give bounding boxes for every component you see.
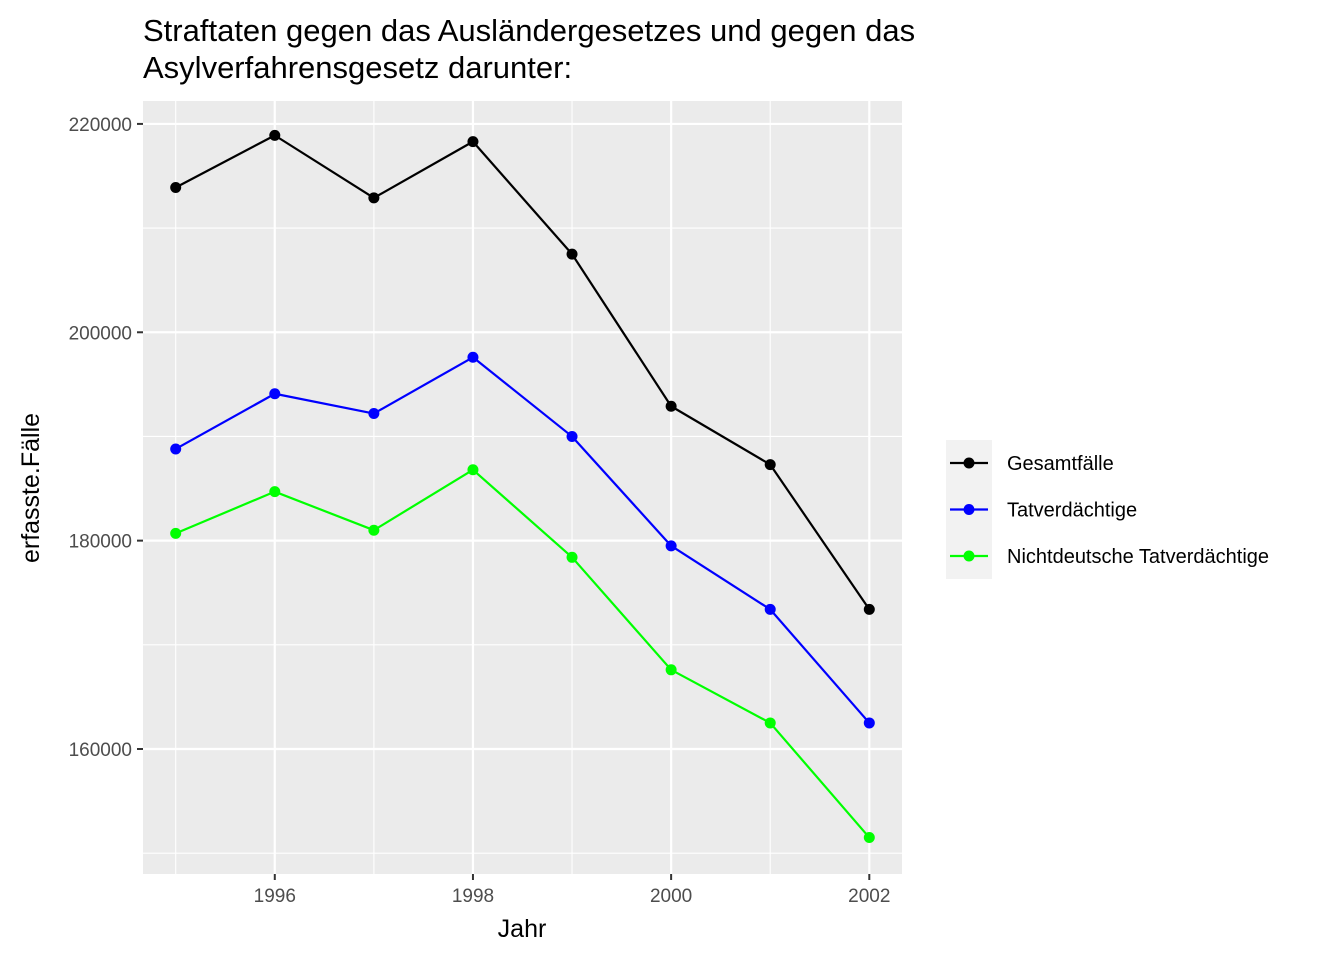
legend-key-point — [963, 550, 975, 562]
legend-key-point — [963, 504, 975, 515]
data-point — [269, 388, 281, 400]
x-tick-label: 2002 — [848, 886, 890, 907]
data-point — [665, 664, 677, 676]
series-line — [175, 134, 871, 611]
series — [170, 351, 875, 729]
legend-item: Tatverdächtige — [950, 500, 1137, 522]
data-point — [467, 136, 479, 148]
y-tick-label: 160000 — [69, 740, 132, 761]
data-point — [764, 459, 776, 471]
legend-label: Nichtdeutsche Tatverdächtige — [1007, 546, 1269, 568]
data-point — [566, 248, 578, 260]
data-point — [665, 400, 677, 412]
data-point — [863, 717, 875, 729]
legend: Gesamtfälle Tatverdächtige Nichtdeutsche T… — [946, 440, 1269, 579]
data-point — [467, 464, 479, 476]
chart-title-line: Asylverfahrensgesetz darunter: — [143, 50, 572, 85]
legend-item: Gesamtfälle — [950, 453, 1114, 475]
y-tick-label: 220000 — [69, 115, 132, 136]
data-point — [764, 717, 776, 729]
data-point — [170, 181, 182, 193]
data-point — [764, 603, 776, 615]
series — [170, 129, 875, 615]
x-tick-label: 2000 — [650, 886, 692, 907]
y-tick-label: 200000 — [69, 323, 132, 344]
data-point — [269, 486, 281, 498]
y-axis-title: erfasste.Fälle — [17, 413, 45, 563]
data-point — [170, 527, 182, 539]
x-tick-label: 1998 — [452, 886, 494, 907]
data-point — [863, 832, 875, 844]
data-point — [368, 408, 380, 420]
data-point — [467, 351, 479, 363]
legend-label: Gesamtfälle — [1007, 453, 1114, 475]
x-tick-label: 1996 — [254, 886, 296, 907]
series-layer — [170, 129, 875, 844]
series-line — [175, 356, 871, 724]
legend-label: Tatverdächtige — [1007, 500, 1137, 522]
data-point — [566, 551, 578, 563]
y-axis-ticks: 160000 180000 200000 220000 — [69, 115, 143, 761]
series-line — [175, 468, 871, 839]
y-tick-label: 180000 — [69, 532, 132, 553]
x-axis-title: Jahr — [498, 915, 547, 943]
plot-panel — [143, 101, 902, 874]
data-point — [566, 430, 578, 442]
data-point — [368, 524, 380, 536]
data-point — [665, 540, 677, 552]
legend-key-point — [963, 457, 975, 469]
chart-title: Straftaten gegen das Ausländergesetzes u… — [143, 13, 915, 85]
grid-minor — [143, 101, 902, 874]
series — [170, 464, 875, 844]
data-point — [170, 443, 182, 455]
legend-item: Nichtdeutsche Tatverdächtige — [950, 546, 1269, 568]
data-point — [269, 129, 281, 141]
chart-title-line: Straftaten gegen das Ausländergesetzes u… — [143, 13, 915, 48]
data-point — [368, 192, 380, 204]
x-axis-ticks: 1996 1998 2000 2002 — [254, 874, 890, 907]
data-point — [863, 603, 875, 615]
